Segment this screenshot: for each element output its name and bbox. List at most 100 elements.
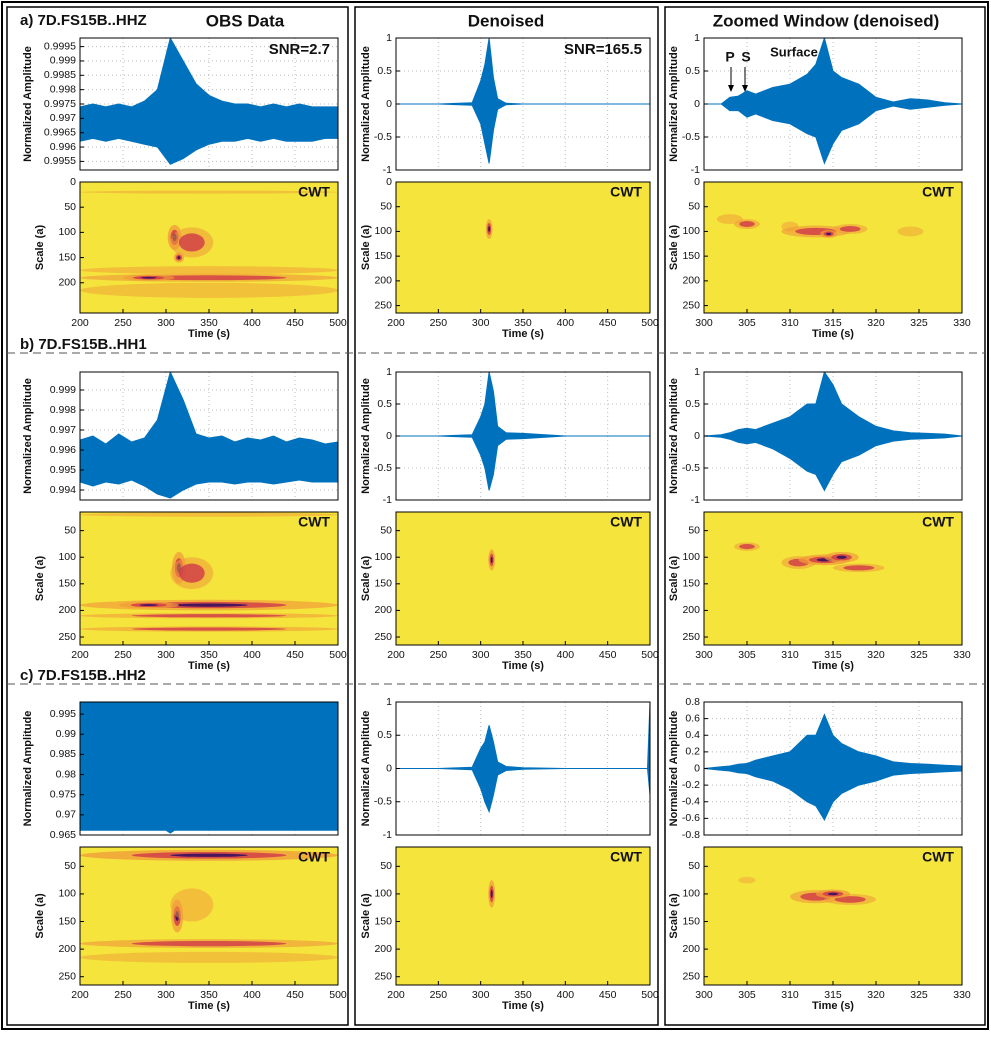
cwt-hotspot — [488, 549, 496, 571]
x-axis-label: Time (s) — [188, 1000, 230, 1012]
y-tick-label: -1 — [383, 494, 392, 506]
column-title: Zoomed Window (denoised) — [713, 11, 940, 30]
cwt-background — [704, 182, 962, 313]
y-tick-label: 0 — [70, 176, 76, 188]
cwt-hotspot — [738, 876, 756, 884]
x-tick-label: 300 — [695, 649, 713, 661]
cwt-layer — [141, 276, 157, 279]
plot-area — [80, 38, 338, 165]
y-tick-label: -0.6 — [682, 812, 700, 824]
y-axis-label: Normalized Amplitude — [668, 711, 680, 827]
y-tick-label: 250 — [374, 299, 392, 311]
y-tick-label: 0.98 — [56, 768, 77, 780]
cwt-layer — [131, 627, 287, 631]
plot-area — [485, 219, 493, 239]
y-tick-label: 0.9955 — [44, 155, 76, 167]
cwt-hotspot — [488, 880, 496, 908]
y-tick-label: 0.5 — [685, 65, 700, 77]
y-tick-label: 100 — [374, 551, 392, 563]
cwt-layer — [490, 889, 493, 899]
y-tick-label: 100 — [682, 551, 700, 563]
x-tick-label: 200 — [71, 989, 89, 1001]
plot-area — [80, 372, 338, 499]
y-tick-label: 0.996 — [50, 444, 76, 456]
cwt-hotspot — [820, 229, 838, 238]
y-axis-label: Scale (a) — [34, 893, 46, 939]
plot-area — [80, 702, 338, 834]
phase-label: P — [725, 49, 734, 65]
y-tick-label: -1 — [383, 164, 392, 176]
x-tick-label: 200 — [387, 317, 405, 329]
y-tick-label: 0.2 — [685, 746, 700, 758]
y-tick-label: 150 — [58, 251, 76, 263]
y-tick-label: 0 — [386, 176, 392, 188]
arrow-head — [742, 85, 748, 92]
x-tick-label: 400 — [557, 317, 575, 329]
y-tick-label: 50 — [380, 860, 392, 872]
y-axis-label: Scale (a) — [360, 225, 372, 271]
y-tick-label: 1 — [694, 366, 700, 378]
x-tick-label: 300 — [157, 649, 175, 661]
cwt-hotspot — [824, 551, 859, 563]
plot-area — [738, 876, 876, 905]
cwt-hotspot — [170, 227, 214, 258]
cwt-layer — [139, 604, 158, 607]
x-tick-label: 325 — [910, 649, 928, 661]
x-tick-label: 325 — [910, 989, 928, 1001]
cwt-hotspot — [80, 599, 338, 611]
plot-area — [80, 190, 338, 298]
y-tick-label: 0.998 — [50, 83, 76, 95]
cwt-layer — [131, 614, 287, 618]
x-tick-label: 250 — [114, 989, 132, 1001]
x-tick-label: 200 — [71, 317, 89, 329]
y-tick-label: -1 — [691, 494, 700, 506]
y-tick-label: 100 — [374, 888, 392, 900]
x-tick-label: 300 — [695, 989, 713, 1001]
cwt-background — [396, 182, 650, 313]
y-tick-label: 0.9965 — [44, 126, 76, 138]
y-axis-label: Normalized Amplitude — [668, 378, 680, 494]
waveform — [704, 713, 962, 822]
cwt-layer — [839, 225, 861, 232]
cwt-background — [396, 512, 650, 645]
y-tick-label: 250 — [374, 631, 392, 643]
axes-box — [79, 701, 339, 836]
plot-area — [396, 372, 650, 491]
y-tick-label: 0 — [386, 98, 392, 110]
cwt-hotspot — [80, 849, 338, 861]
x-tick-label: 450 — [286, 649, 304, 661]
x-tick-label: 310 — [781, 649, 799, 661]
plot-area — [488, 880, 496, 908]
waveform — [80, 372, 338, 499]
y-tick-label: 0.999 — [50, 384, 76, 396]
x-tick-label: 400 — [557, 649, 575, 661]
y-tick-label: 1 — [386, 366, 392, 378]
cwt-label: CWT — [922, 184, 954, 200]
y-tick-label: 150 — [682, 250, 700, 262]
plot-area — [396, 702, 650, 814]
cwt-layer — [178, 233, 205, 252]
y-tick-label: 200 — [374, 604, 392, 616]
y-tick-label: 0.5 — [377, 398, 392, 410]
x-tick-label: 250 — [114, 649, 132, 661]
x-tick-label: 330 — [953, 317, 971, 329]
cwt-layer — [131, 940, 287, 947]
cwt-layer — [80, 190, 338, 194]
cwt-layer — [897, 226, 924, 237]
cwt-layer — [80, 512, 338, 517]
y-tick-label: 200 — [58, 604, 76, 616]
x-tick-label: 350 — [200, 649, 218, 661]
x-tick-label: 450 — [599, 989, 617, 1001]
x-axis-label: Time (s) — [812, 1000, 854, 1012]
y-tick-label: -1 — [383, 829, 392, 841]
x-tick-label: 500 — [641, 649, 659, 661]
cwt-hotspot — [833, 563, 885, 573]
cwt-layer — [739, 221, 755, 227]
y-tick-label: 0.5 — [377, 65, 392, 77]
cwt-layer — [170, 603, 248, 607]
waveform — [704, 372, 962, 492]
y-tick-label: 0 — [386, 762, 392, 774]
x-tick-label: 320 — [867, 649, 885, 661]
cwt-label: CWT — [922, 514, 954, 530]
x-tick-label: 350 — [200, 317, 218, 329]
